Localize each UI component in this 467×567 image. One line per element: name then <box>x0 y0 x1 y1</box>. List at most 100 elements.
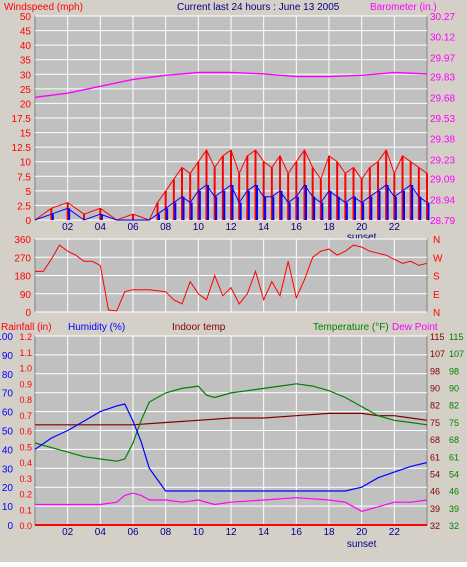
y-right-tick-label: 29.83 <box>430 73 455 84</box>
y-left-tick-label: 90 <box>20 290 32 301</box>
x-tick-label: 14 <box>258 222 270 233</box>
y-right-tick-label: S <box>433 272 440 283</box>
y-temp-left-tick-label: 68 <box>430 435 440 445</box>
y-temp-right-tick-label: 98 <box>449 366 459 376</box>
temperature-line <box>34 383 428 462</box>
y-left-tick-label: 50 <box>20 12 32 23</box>
y-left-tick-label: 17.5 <box>12 114 32 125</box>
sunset-label: sunset <box>347 232 377 243</box>
y-right-tick-label: 29.97 <box>430 53 455 64</box>
y-humidity-tick-label: 70 <box>2 389 14 400</box>
y-temp-left-tick-label: 98 <box>430 366 440 376</box>
y-rain-tick-label: 0.6 <box>19 427 32 437</box>
y-rain-tick-label: 1.1 <box>19 348 32 358</box>
y-left-tick-label: 2.5 <box>17 201 31 212</box>
dewpoint-line <box>35 492 428 512</box>
y-left-tick-label: 30 <box>20 70 32 81</box>
y-left-tick-label: 35 <box>20 56 32 67</box>
x-tick-label: 04 <box>95 527 107 538</box>
y-left-tick-label: 12.5 <box>12 143 32 154</box>
y-rain-tick-label: 0.1 <box>19 505 32 515</box>
y-temp-right-tick-label: 39 <box>449 504 459 514</box>
y-right-tick-label: 30.27 <box>430 12 455 23</box>
y-left-tick-label: 10 <box>20 158 32 169</box>
y-rain-tick-label: 0.4 <box>19 458 32 468</box>
y-left-tick-label: 270 <box>14 253 31 264</box>
y-right-tick-label: 28.94 <box>430 195 455 206</box>
x-tick-label: 06 <box>127 527 139 538</box>
y-rain-tick-label: 0.5 <box>19 442 32 452</box>
x-tick-label: 20 <box>356 527 368 538</box>
y-temp-left-tick-label: 90 <box>430 384 440 394</box>
y-right-tick-label: 28.79 <box>430 216 455 227</box>
x-tick-label: 14 <box>258 527 270 538</box>
y-temp-left-tick-label: 61 <box>430 452 440 462</box>
y-left-tick-label: 0 <box>25 308 31 319</box>
y-left-tick-label: 0 <box>25 216 31 227</box>
y-temp-left-tick-label: 46 <box>430 487 440 497</box>
x-tick-label: 18 <box>323 527 335 538</box>
y-humidity-tick-label: 90 <box>2 351 14 362</box>
humidity-label: Humidity (%) <box>68 322 125 333</box>
y-rain-tick-label: 1.0 <box>19 364 32 374</box>
temperature-label: Temperature (°F) <box>313 322 389 333</box>
y-temp-right-tick-label: 115 <box>449 332 463 342</box>
y-left-tick-label: 360 <box>14 235 31 246</box>
x-tick-label: 02 <box>62 222 74 233</box>
y-temp-left-tick-label: 54 <box>430 469 440 479</box>
y-humidity-tick-label: 80 <box>2 370 14 381</box>
y-humidity-tick-label: 60 <box>2 408 14 419</box>
x-tick-label: 22 <box>389 222 401 233</box>
y-right-tick-label: 29.53 <box>430 114 455 125</box>
y-temp-left-tick-label: 32 <box>430 521 440 531</box>
y-temp-right-tick-label: 90 <box>449 384 459 394</box>
y-right-tick-label: E <box>433 290 440 301</box>
y-temp-left-tick-label: 82 <box>430 401 440 411</box>
barometer-line <box>34 71 428 98</box>
wind-gust-line <box>34 149 428 221</box>
dewpoint-label: Dew Point <box>392 322 438 333</box>
rainfall-label: Rainfall (in) <box>1 322 52 333</box>
x-tick-label: 10 <box>193 527 205 538</box>
y-right-tick-label: W <box>433 253 443 264</box>
y-humidity-tick-label: 0 <box>7 521 13 532</box>
y-humidity-tick-label: 100 <box>0 332 13 343</box>
x-tick-label: 22 <box>389 527 401 538</box>
y-humidity-tick-label: 10 <box>2 502 14 513</box>
chart-title: Current last 24 hours : June 13 2005 <box>177 2 340 13</box>
y-humidity-tick-label: 30 <box>2 464 14 475</box>
y-rain-tick-label: 0.3 <box>19 474 32 484</box>
y-left-tick-label: 15 <box>20 129 32 140</box>
wind-average-line <box>34 184 428 221</box>
x-tick-label: 04 <box>95 222 107 233</box>
y-temp-right-tick-label: 68 <box>449 435 459 445</box>
y-rain-tick-label: 0.8 <box>19 395 32 405</box>
barometer-label: Barometer (in.) <box>370 2 437 13</box>
y-temp-left-tick-label: 115 <box>430 332 444 342</box>
y-right-tick-label: N <box>433 235 440 246</box>
windspeed-label: Windspeed (mph) <box>4 2 83 13</box>
y-temp-right-tick-label: 75 <box>449 418 459 428</box>
y-temp-right-tick-label: 54 <box>449 469 459 479</box>
y-right-tick-label: 29.23 <box>430 155 455 166</box>
x-tick-label: 06 <box>127 222 139 233</box>
indoor-temp-label: Indoor temp <box>172 322 226 333</box>
y-right-tick-label: 29.09 <box>430 175 455 186</box>
y-humidity-tick-label: 50 <box>2 427 14 438</box>
y-right-tick-label: 30.12 <box>430 33 455 44</box>
x-tick-label: 02 <box>62 527 74 538</box>
sunset-label: sunset <box>347 539 377 550</box>
wind-direction-line <box>35 244 428 312</box>
y-humidity-tick-label: 40 <box>2 445 14 456</box>
y-rain-tick-label: 1.2 <box>19 332 32 342</box>
y-temp-right-tick-label: 107 <box>449 349 464 359</box>
indoor-temp-line <box>35 412 428 426</box>
y-left-tick-label: 20 <box>20 99 32 110</box>
y-temp-left-tick-label: 107 <box>430 349 445 359</box>
y-left-tick-label: 25 <box>20 85 32 96</box>
x-tick-label: 12 <box>225 222 237 233</box>
humidity-line <box>34 403 428 492</box>
y-temp-right-tick-label: 46 <box>449 487 459 497</box>
